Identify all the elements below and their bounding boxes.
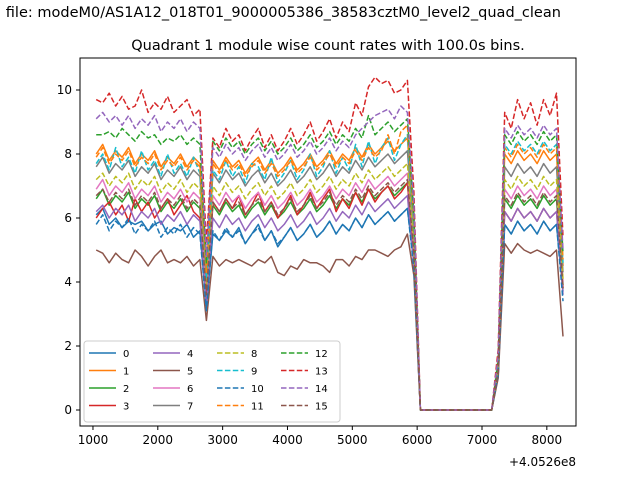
x-tick-label: 3000 <box>207 433 238 447</box>
legend-label-7: 7 <box>187 402 193 413</box>
legend-label-6: 6 <box>187 384 193 395</box>
legend-label-5: 5 <box>187 367 193 378</box>
legend-label-11: 11 <box>251 402 264 413</box>
legend-label-0: 0 <box>123 349 129 360</box>
x-tick-label: 8000 <box>532 433 563 447</box>
legend-box <box>83 340 341 423</box>
plot-frame <box>79 57 577 427</box>
legend-label-8: 8 <box>251 349 257 360</box>
series-line-15 <box>95 178 564 411</box>
legend-label-9: 9 <box>251 367 257 378</box>
x-tick-label: 2000 <box>143 433 174 447</box>
y-tick-label: 10 <box>57 83 72 97</box>
legend-label-13: 13 <box>315 367 328 378</box>
chart-title: Quadrant 1 module wise count rates with … <box>131 38 525 54</box>
y-tick-label: 0 <box>64 403 72 417</box>
y-tick-label: 6 <box>64 211 72 225</box>
x-tick-label: 7000 <box>467 433 498 447</box>
legend-label-14: 14 <box>315 384 328 395</box>
x-tick-label: 5000 <box>337 433 368 447</box>
x-tick-label: 4000 <box>272 433 303 447</box>
x-tick-label: 6000 <box>402 433 433 447</box>
y-tick-label: 2 <box>64 339 72 353</box>
legend-label-15: 15 <box>315 402 328 413</box>
legend-label-1: 1 <box>123 367 129 378</box>
legend-label-4: 4 <box>187 349 193 360</box>
legend-label-2: 2 <box>123 384 129 395</box>
y-tick-label: 8 <box>64 147 72 161</box>
legend-label-10: 10 <box>251 384 264 395</box>
series-layer <box>95 76 564 411</box>
x-tick-label: 1000 <box>78 433 109 447</box>
file-title: n file: modeM0/AS1A12_018T01_9000005386_… <box>0 5 561 21</box>
legend-label-3: 3 <box>123 402 129 413</box>
legend-label-12: 12 <box>315 349 328 360</box>
y-tick-label: 4 <box>64 275 72 289</box>
x-offset-label: +4.0526e8 <box>509 455 576 469</box>
